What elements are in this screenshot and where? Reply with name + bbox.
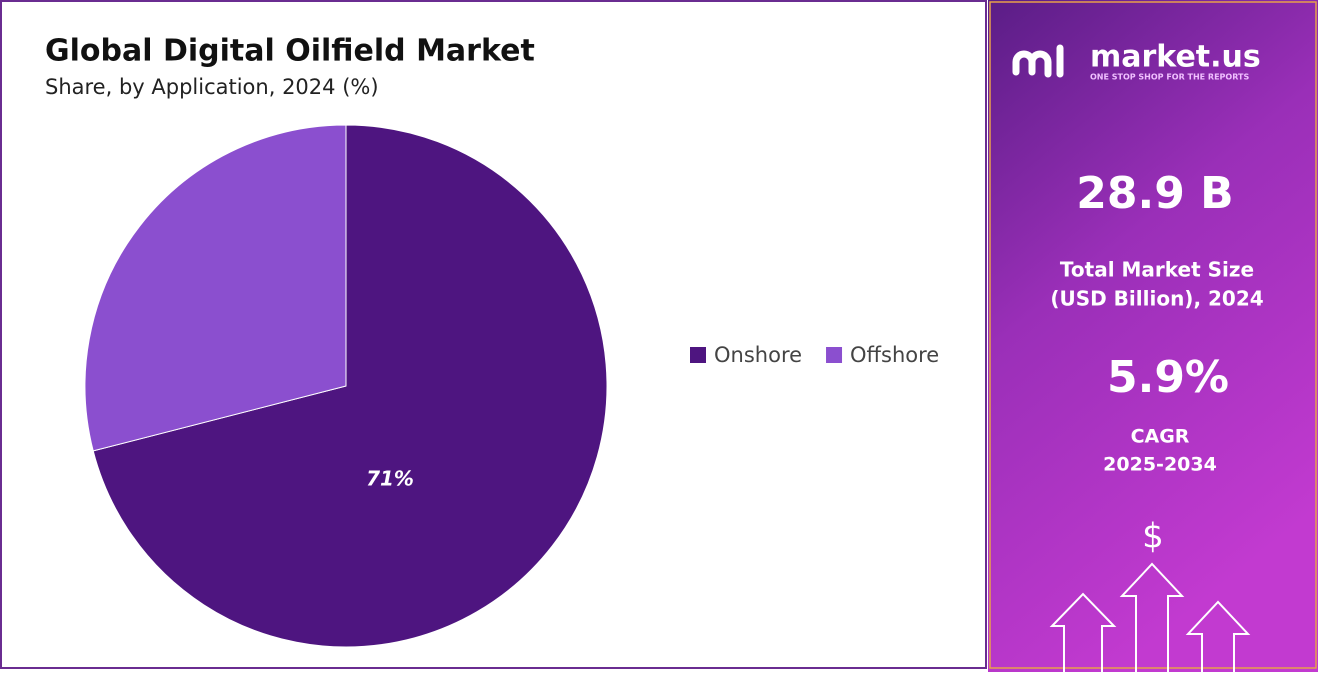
dollar-icon: $ <box>1142 517 1164 557</box>
data-label: 71% <box>366 467 414 491</box>
legend-swatch <box>690 347 706 363</box>
panel-border <box>989 1 1317 669</box>
brand-tagline: ONE STOP SHOP FOR THE REPORTS <box>1090 73 1249 82</box>
pie-slice <box>92 124 608 648</box>
cagr-label: CAGR <box>1131 426 1190 448</box>
market-size: 28.9 B <box>1076 168 1233 219</box>
legend-label: Offshore <box>850 343 939 367</box>
market-size-label: Total Market Size <box>1060 258 1254 282</box>
brand-name: market.us <box>1090 40 1261 75</box>
arrows-icon <box>1049 562 1251 672</box>
cagr-value: 5.9% <box>1107 352 1229 403</box>
brand-logo <box>1012 44 1064 78</box>
chart-subtitle: Share, by Application, 2024 (%) <box>45 75 379 99</box>
cagr-label: 2025-2034 <box>1103 454 1217 476</box>
side-panel <box>988 0 1318 672</box>
legend-label: Onshore <box>714 343 802 367</box>
market-size-label: (USD Billion), 2024 <box>1050 287 1263 311</box>
chart-title: Global Digital Oilfield Market <box>45 34 535 69</box>
pie-slice <box>84 124 347 452</box>
legend-swatch <box>826 347 843 363</box>
